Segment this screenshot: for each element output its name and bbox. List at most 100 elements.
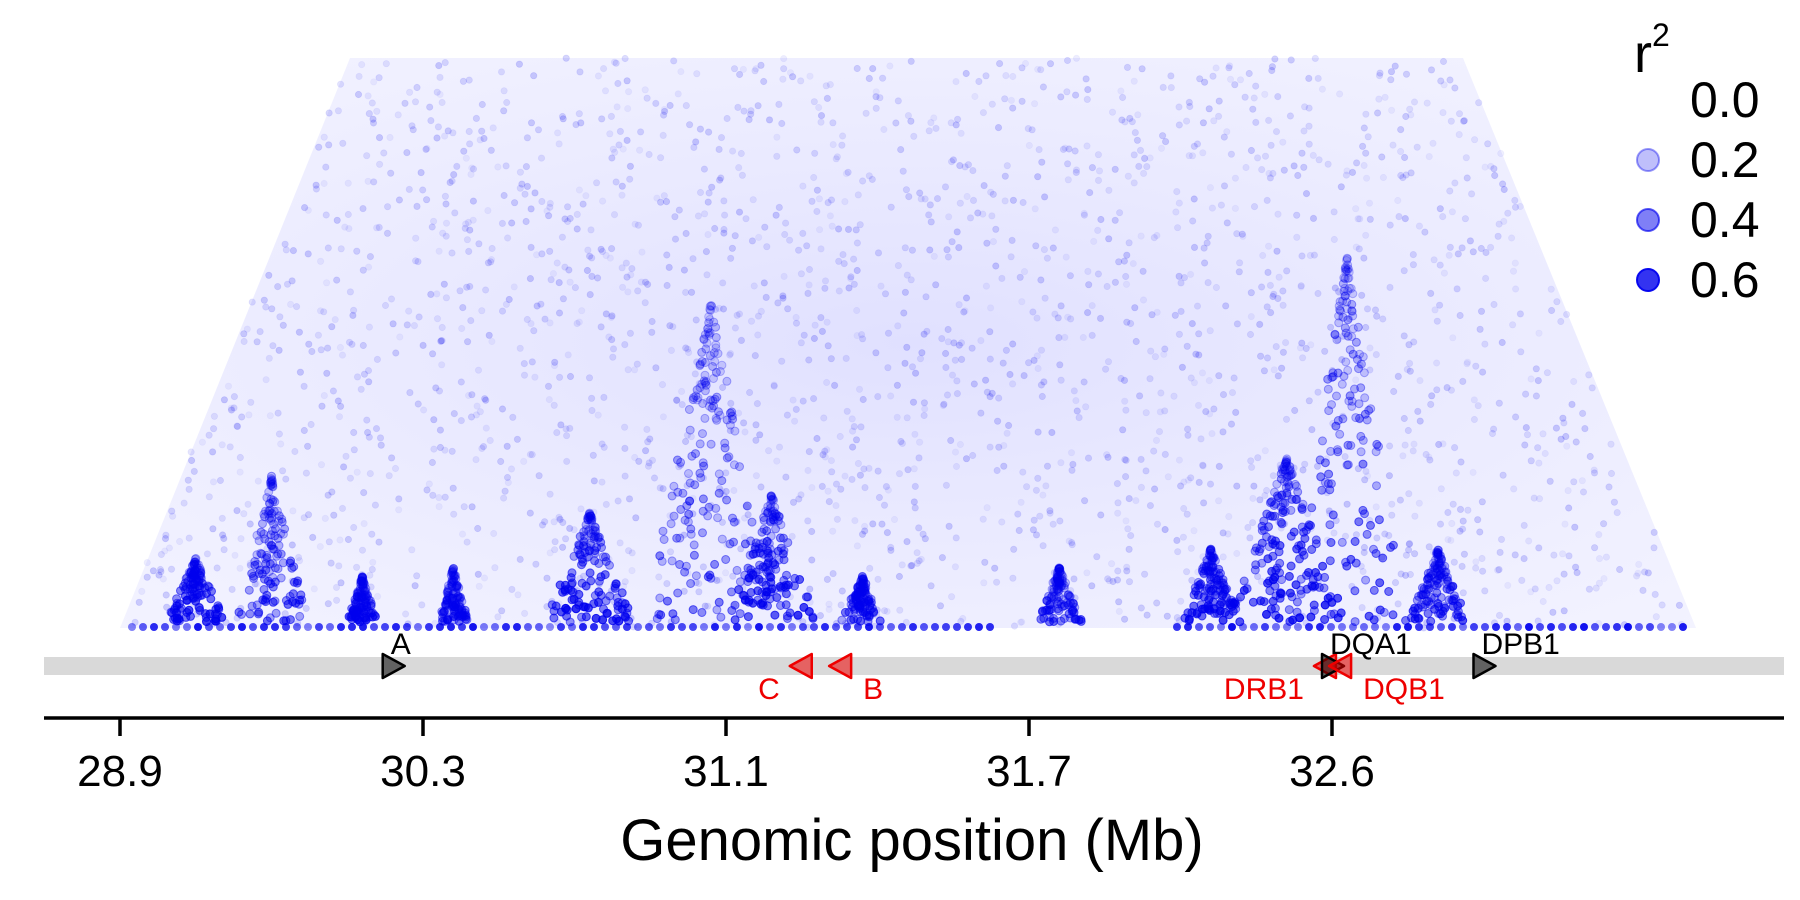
ld-point	[878, 74, 887, 82]
ld-point	[1478, 498, 1486, 506]
ld-point	[742, 215, 750, 223]
ld-point	[901, 288, 910, 296]
ld-point	[559, 295, 568, 303]
ld-point	[331, 315, 339, 324]
ld-point	[821, 277, 830, 285]
ld-point	[843, 407, 851, 415]
ld-point	[754, 312, 763, 320]
ld-point	[715, 304, 723, 312]
ld-point	[429, 491, 437, 499]
x-tick-label: 28.9	[77, 747, 163, 796]
ld-point	[586, 290, 594, 299]
ld-point	[336, 402, 345, 410]
ld-point	[157, 550, 165, 559]
ld-point	[1010, 622, 1019, 630]
ld-point	[952, 448, 959, 456]
ld-point	[1371, 306, 1380, 314]
ld-point	[315, 143, 323, 151]
ld-point	[1121, 455, 1129, 464]
ld-point	[986, 623, 994, 631]
ld-point	[1250, 565, 1260, 575]
ld-point	[806, 585, 814, 593]
ld-point	[183, 623, 191, 631]
ld-point	[1359, 567, 1367, 576]
ld-point	[1361, 575, 1371, 585]
ld-point	[734, 409, 743, 417]
ld-point	[1057, 376, 1065, 384]
ld-point	[801, 592, 811, 602]
ld-point	[1261, 623, 1269, 631]
ld-point	[323, 369, 331, 377]
ld-point	[733, 311, 741, 319]
ld-point	[1372, 350, 1380, 359]
ld-point	[704, 128, 713, 136]
ld-point	[566, 278, 574, 286]
ld-point	[1658, 601, 1666, 609]
ld-point	[128, 623, 136, 631]
ld-point	[941, 349, 950, 358]
ld-point	[903, 343, 911, 351]
ld-point	[1568, 400, 1576, 408]
ld-point	[1337, 313, 1345, 321]
ld-point	[573, 319, 581, 328]
ld-point	[627, 271, 635, 279]
ld-point	[1362, 110, 1370, 118]
ld-point	[987, 188, 995, 196]
ld-point	[1527, 588, 1535, 595]
ld-point	[760, 279, 768, 287]
ld-point	[680, 587, 688, 595]
ld-point	[1375, 578, 1385, 588]
ld-point	[427, 117, 435, 125]
ld-point	[1460, 550, 1469, 558]
ld-point	[155, 571, 163, 579]
ld-point	[1123, 63, 1132, 72]
ld-point	[1063, 56, 1072, 65]
ld-point	[367, 583, 375, 591]
ld-point	[334, 107, 342, 115]
ld-point	[1494, 566, 1502, 574]
ld-point	[952, 121, 960, 129]
ld-point	[516, 168, 525, 176]
ld-point	[582, 552, 592, 562]
ld-point	[1355, 413, 1364, 423]
ld-point	[387, 169, 395, 177]
ld-point	[1275, 541, 1285, 550]
ld-point	[1157, 389, 1165, 397]
ld-point	[1249, 494, 1257, 502]
ld-point	[1360, 509, 1369, 519]
ld-point	[1426, 572, 1434, 580]
ld-point	[326, 623, 334, 631]
ld-point	[617, 588, 627, 598]
ld-point	[344, 179, 352, 187]
ld-point	[757, 307, 765, 315]
ld-point	[817, 118, 825, 126]
ld-point	[363, 416, 371, 424]
ld-point	[1416, 376, 1424, 385]
ld-point	[438, 323, 446, 332]
ld-point	[480, 134, 488, 143]
ld-point	[561, 263, 569, 271]
ld-point	[656, 484, 664, 492]
ld-point	[1132, 496, 1140, 505]
ld-point	[285, 591, 295, 601]
ld-point	[1125, 239, 1133, 247]
ld-point	[498, 307, 507, 315]
ld-point	[861, 483, 869, 492]
ld-point	[836, 432, 844, 441]
ld-point	[387, 295, 396, 303]
ld-point	[589, 532, 598, 541]
ld-point	[714, 488, 724, 498]
ld-point	[838, 587, 846, 595]
ld-point	[541, 315, 549, 323]
ld-point	[944, 325, 952, 334]
legend: r2 0.00.20.40.6	[1634, 17, 1760, 308]
ld-point	[722, 376, 732, 386]
ld-point	[907, 117, 915, 125]
ld-point	[755, 623, 763, 631]
ld-point	[1192, 350, 1200, 358]
ld-point	[1183, 117, 1191, 125]
ld-point	[1406, 359, 1414, 367]
ld-point	[1313, 462, 1322, 470]
ld-point	[1265, 498, 1275, 508]
ld-point	[894, 261, 903, 270]
